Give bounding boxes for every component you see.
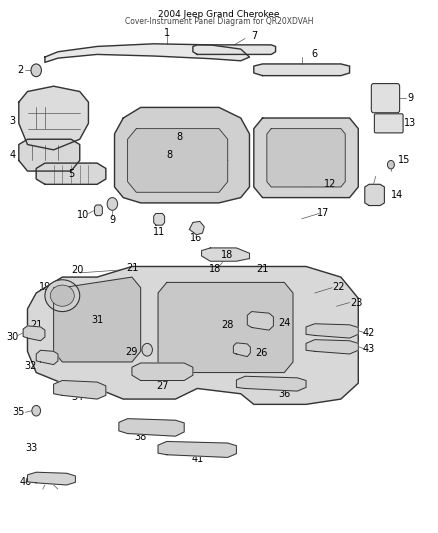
Text: 30: 30 <box>6 332 18 342</box>
Text: 8: 8 <box>177 132 183 142</box>
Text: 2004 Jeep Grand Cherokee: 2004 Jeep Grand Cherokee <box>158 10 280 19</box>
Polygon shape <box>237 376 306 391</box>
Polygon shape <box>193 45 276 54</box>
Polygon shape <box>19 139 80 171</box>
Text: 19: 19 <box>39 281 51 292</box>
Polygon shape <box>132 363 193 381</box>
Polygon shape <box>189 221 204 235</box>
Polygon shape <box>306 324 358 338</box>
Polygon shape <box>247 312 273 330</box>
Polygon shape <box>233 343 251 357</box>
Circle shape <box>32 406 41 416</box>
Text: 4: 4 <box>9 150 15 160</box>
Polygon shape <box>158 282 293 373</box>
Text: 3: 3 <box>9 116 15 126</box>
Text: 16: 16 <box>190 233 202 244</box>
Text: 21: 21 <box>126 263 138 272</box>
Circle shape <box>31 64 42 77</box>
Polygon shape <box>45 44 250 62</box>
Text: 43: 43 <box>363 344 375 354</box>
Ellipse shape <box>45 280 80 312</box>
Polygon shape <box>95 205 102 216</box>
Text: 15: 15 <box>398 156 410 165</box>
Text: 24: 24 <box>278 318 290 328</box>
Text: 29: 29 <box>125 348 137 358</box>
Polygon shape <box>115 108 250 203</box>
Text: Cover-Instrument Panel Diagram for QR20XDVAH: Cover-Instrument Panel Diagram for QR20X… <box>125 17 313 26</box>
Polygon shape <box>254 64 350 76</box>
Circle shape <box>107 198 117 211</box>
Text: 31: 31 <box>91 314 103 325</box>
Text: 14: 14 <box>391 190 403 200</box>
Text: 38: 38 <box>134 432 147 442</box>
Text: 34: 34 <box>71 392 84 402</box>
Text: 42: 42 <box>363 328 375 338</box>
Text: 27: 27 <box>156 381 169 391</box>
Text: 21: 21 <box>30 320 42 330</box>
Text: 33: 33 <box>25 443 37 453</box>
Polygon shape <box>36 163 106 184</box>
Circle shape <box>388 160 394 169</box>
Polygon shape <box>19 86 88 150</box>
Text: 26: 26 <box>255 348 268 358</box>
Text: 20: 20 <box>71 265 84 275</box>
Text: 12: 12 <box>324 179 336 189</box>
Polygon shape <box>36 350 58 365</box>
Polygon shape <box>154 214 165 225</box>
Text: 23: 23 <box>350 297 362 308</box>
Text: 21: 21 <box>256 264 268 274</box>
Polygon shape <box>201 248 250 261</box>
Text: 32: 32 <box>25 361 37 371</box>
Text: 7: 7 <box>251 31 257 42</box>
Text: 36: 36 <box>278 389 290 399</box>
Text: 17: 17 <box>317 208 330 219</box>
Polygon shape <box>158 441 237 457</box>
Text: 9: 9 <box>407 93 413 103</box>
Polygon shape <box>267 128 345 187</box>
FancyBboxPatch shape <box>371 84 399 113</box>
Polygon shape <box>254 118 358 198</box>
Text: 46: 46 <box>19 477 32 487</box>
Text: 5: 5 <box>68 169 74 179</box>
Text: 6: 6 <box>312 50 318 59</box>
Text: 18: 18 <box>209 264 222 274</box>
Circle shape <box>142 343 152 356</box>
Polygon shape <box>28 266 358 405</box>
Polygon shape <box>365 184 385 206</box>
Polygon shape <box>127 128 228 192</box>
Text: 1: 1 <box>164 28 170 38</box>
Polygon shape <box>306 340 358 354</box>
Text: 18: 18 <box>221 250 233 260</box>
Text: 2: 2 <box>17 66 23 75</box>
FancyBboxPatch shape <box>374 114 403 133</box>
Text: 8: 8 <box>166 150 172 160</box>
Polygon shape <box>28 472 75 485</box>
Ellipse shape <box>50 285 74 306</box>
Polygon shape <box>119 419 184 436</box>
Polygon shape <box>53 381 106 399</box>
Text: 22: 22 <box>332 281 345 292</box>
Text: 11: 11 <box>153 227 166 237</box>
Polygon shape <box>23 326 45 341</box>
Text: 35: 35 <box>13 407 25 417</box>
Polygon shape <box>53 277 141 362</box>
Text: 41: 41 <box>191 454 203 464</box>
Text: 9: 9 <box>110 215 116 225</box>
Text: 13: 13 <box>404 118 417 128</box>
Text: 10: 10 <box>77 210 89 220</box>
Text: 28: 28 <box>222 320 234 330</box>
